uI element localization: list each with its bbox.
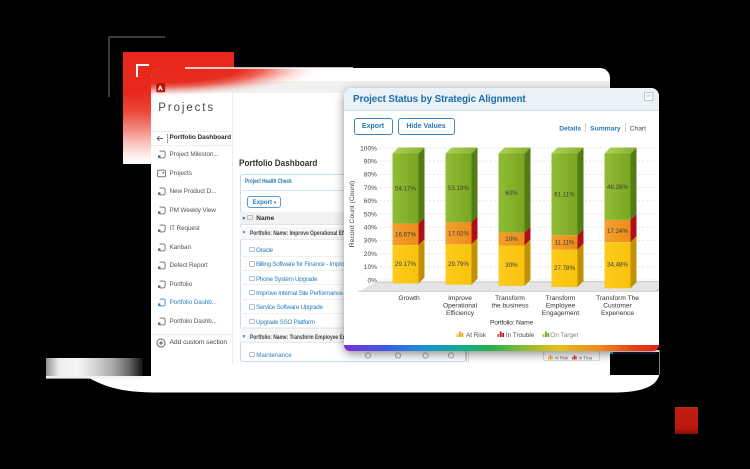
svg-text:10%: 10% — [364, 264, 377, 271]
svg-text:40%: 40% — [364, 225, 377, 232]
svg-text:54.17%: 54.17% — [395, 186, 416, 193]
svg-text:Operational: Operational — [443, 303, 478, 310]
svg-text:90%: 90% — [364, 159, 377, 166]
svg-text:20%: 20% — [364, 251, 377, 258]
svg-text:11.11%: 11.11% — [554, 240, 575, 247]
svg-text:29.79%: 29.79% — [448, 261, 469, 268]
svg-text:Improve: Improve — [448, 295, 472, 302]
svg-text:Portfolio: Name: Portfolio: Name — [490, 320, 534, 327]
svg-text:30%: 30% — [364, 238, 377, 245]
svg-text:0%: 0% — [367, 277, 377, 284]
svg-text:50%: 50% — [364, 211, 377, 218]
svg-text:70%: 70% — [364, 185, 377, 192]
svg-text:100%: 100% — [360, 145, 377, 152]
svg-text:At Risk: At Risk — [555, 355, 570, 360]
svg-text:10%: 10% — [505, 236, 518, 243]
svg-text:61.11%: 61.11% — [554, 192, 575, 199]
svg-text:80%: 80% — [364, 172, 377, 179]
svg-text:In Trouble: In Trouble — [506, 332, 535, 339]
svg-text:29.17%: 29.17% — [395, 261, 416, 268]
svg-text:Employee: Employee — [546, 303, 576, 310]
svg-text:17.02%: 17.02% — [448, 231, 469, 238]
svg-text:Transform The: Transform The — [596, 295, 639, 302]
svg-text:60%: 60% — [364, 198, 377, 205]
svg-text:48.28%: 48.28% — [607, 184, 628, 191]
svg-text:60%: 60% — [505, 190, 518, 197]
svg-text:Growth: Growth — [398, 295, 420, 302]
svg-text:34.48%: 34.48% — [607, 262, 628, 269]
svg-text:Transform: Transform — [495, 295, 525, 302]
svg-text:the business: the business — [491, 303, 529, 310]
svg-text:Experience: Experience — [601, 310, 634, 317]
svg-text:Transform: Transform — [546, 295, 576, 302]
svg-text:16.67%: 16.67% — [395, 232, 416, 239]
svg-text:27.78%: 27.78% — [554, 265, 575, 272]
svg-text:Record Count (Count): Record Count (Count) — [349, 181, 356, 248]
svg-text:In Trou: In Trou — [579, 355, 593, 360]
svg-text:At Risk: At Risk — [466, 332, 487, 339]
svg-text:53.19%: 53.19% — [448, 185, 469, 192]
svg-text:Efficiency: Efficiency — [446, 310, 475, 317]
svg-text:17.24%: 17.24% — [607, 228, 628, 235]
svg-text:30%: 30% — [505, 262, 518, 269]
svg-text:On Target: On Target — [550, 332, 578, 339]
svg-text:Customer: Customer — [603, 303, 632, 310]
svg-text:Engagement: Engagement — [542, 310, 580, 317]
